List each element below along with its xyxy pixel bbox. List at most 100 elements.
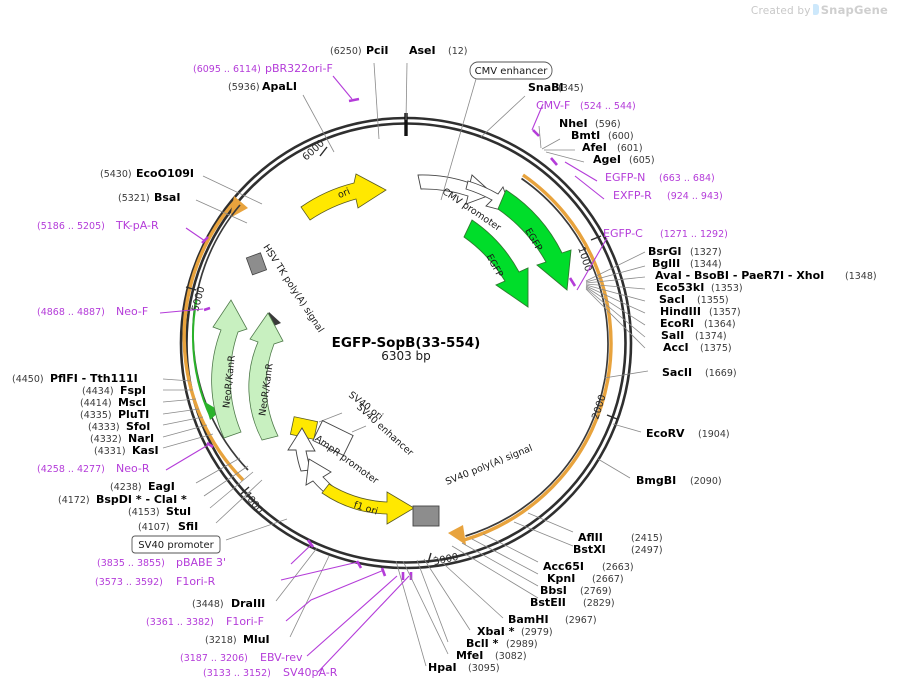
enzyme-label-eco53ki[interactable]: Eco53kI (1353) (656, 281, 743, 294)
enzyme-pos: (5321) (118, 193, 150, 204)
boxed-label-cmv-enhancer: CMV enhancer (469, 61, 553, 80)
enzyme-pos: (6250) (330, 46, 362, 57)
enzyme-label-pflfi-tth111i[interactable]: (4450) PflFI - Tth111I (12, 372, 138, 385)
enzyme-label-ecoo109i[interactable]: (5430) EcoO109I (100, 167, 194, 180)
enzyme-pos: (2667) (592, 574, 624, 585)
enzyme-label-bmgbi[interactable]: BmgBI (2090) (636, 474, 722, 487)
enzyme-label-afei[interactable]: AfeI (601) (582, 141, 643, 154)
enzyme-label-bstei[interactable]: BstEII (2829) (530, 596, 615, 609)
enzyme-label-pcii[interactable]: (6250) PciI (330, 44, 388, 57)
enzyme-name: AfeI (582, 141, 607, 154)
enzyme-name: AccI (663, 341, 689, 354)
feature-ori: ori (300, 173, 387, 221)
enzyme-label-nari[interactable]: (4332) NarI (90, 432, 154, 445)
enzyme-label-eagi[interactable]: (4238) EagI (110, 480, 175, 493)
enzyme-label-acci[interactable]: AccI (1375) (663, 341, 732, 354)
enzyme-label-agei[interactable]: AgeI (605) (593, 153, 655, 166)
primer-label-neo-f[interactable]: (4868 .. 4887) Neo-F (37, 305, 148, 318)
primer-label-tk-pa-r[interactable]: (5186 .. 5205) TK-pA-R (37, 219, 159, 232)
primer-label-egfp-n[interactable]: EGFP-N (663 .. 684) (605, 171, 715, 184)
enzyme-name: BamHI (508, 613, 549, 626)
enzyme-label-kpni[interactable]: KpnI (2667) (547, 572, 624, 585)
enzyme-label-avai-bsobi-paer7i-xhoi[interactable]: AvaI - BsoBI - PaeR7I - XhoI (1348) (655, 269, 877, 282)
primer-name: TK-pA-R (115, 219, 159, 232)
primer-label-pbabe-3[interactable]: (3835 .. 3855) pBABE 3' (97, 556, 226, 569)
primer-label-neo-r[interactable]: (4258 .. 4277) Neo-R (37, 462, 150, 475)
enzyme-label-mlui[interactable]: (3218) MluI (205, 633, 270, 646)
primer-range: (3835 .. 3855) (97, 558, 165, 569)
enzyme-label-sfii[interactable]: (4107) SfiI (138, 520, 198, 533)
enzyme-pos: (5430) (100, 169, 132, 180)
enzyme-pos: (4450) (12, 374, 44, 385)
enzyme-label-ecori[interactable]: EcoRI (1364) (660, 317, 736, 330)
enzyme-label-bsai[interactable]: (5321) BsaI (118, 191, 180, 204)
enzyme-label-saci[interactable]: SacI (1355) (659, 293, 729, 306)
primer-label-sv40pa-r[interactable]: (3133 .. 3152) SV40pA-R (203, 666, 338, 679)
enzyme-label-fspi[interactable]: (4434) FspI (82, 384, 146, 397)
enzyme-label-stui[interactable]: (4153) StuI (128, 505, 191, 518)
enzyme-pos: (2769) (580, 586, 612, 597)
leader-lines-enzymes (162, 62, 649, 667)
enzyme-label-kasi[interactable]: (4331) KasI (94, 444, 159, 457)
primer-range: (3361 .. 3382) (146, 617, 214, 628)
enzyme-label-acc65i[interactable]: Acc65I (2663) (543, 560, 634, 573)
enzyme-label-bmti[interactable]: BmtI (600) (571, 129, 634, 142)
enzyme-name: MfeI (456, 649, 483, 662)
primer-name: CMV-F (536, 99, 570, 112)
enzyme-label-aflii[interactable]: AflII (2415) (578, 531, 663, 544)
enzyme-label-bstxi[interactable]: BstXI (2497) (573, 543, 663, 556)
enzyme-label-bamhi[interactable]: BamHI (2967) (508, 613, 597, 626)
enzyme-name: PluTI (118, 408, 149, 421)
primer-name: EXFP-R (613, 189, 652, 202)
primer-label-cmv-f[interactable]: CMV-F (524 .. 544) (536, 99, 636, 112)
enzyme-name: BbsI (540, 584, 567, 597)
enzyme-label-sacii[interactable]: SacII (1669) (662, 366, 737, 379)
enzyme-label-hpai[interactable]: HpaI (3095) (428, 661, 500, 674)
enzyme-pos: (605) (629, 155, 655, 166)
ruler-tick-2000: 2000 (590, 393, 618, 421)
enzyme-label-bspdi-clai[interactable]: (4172) BspDI * - ClaI * (58, 493, 187, 506)
enzyme-label-draiii[interactable]: (3448) DraIII (192, 597, 265, 610)
enzyme-pos: (3095) (468, 663, 500, 674)
enzyme-pos: (4331) (94, 446, 126, 457)
feature-hsv-tk-polya: HSV TK poly(A) signal (245, 242, 326, 335)
enzyme-name: Acc65I (543, 560, 584, 573)
enzyme-label-bbsi[interactable]: BbsI (2769) (540, 584, 612, 597)
primer-label-pbr322ori-f[interactable]: (6095 .. 6114) pBR322ori-F (193, 62, 333, 75)
enzyme-pos: (4434) (82, 386, 114, 397)
svg-text:4000: 4000 (241, 489, 265, 516)
enzyme-label-bsrgi[interactable]: BsrGI (1327) (648, 245, 722, 258)
primer-label-f1ori-r[interactable]: (3573 .. 3592) F1ori-R (95, 575, 216, 588)
enzyme-label-bcli[interactable]: BclI * (2989) (466, 637, 538, 650)
primer-label-ebv-rev[interactable]: (3187 .. 3206) EBV-rev (180, 651, 303, 664)
plasmid-length: 6303 bp (381, 349, 431, 363)
enzyme-label-sfoi[interactable]: (4333) SfoI (88, 420, 150, 433)
primer-name: EBV-rev (260, 651, 303, 664)
enzyme-label-nhei[interactable]: NheI (596) (559, 117, 621, 130)
enzyme-pos: (1375) (700, 343, 732, 354)
enzyme-label-apali[interactable]: (5936) ApaLI (228, 80, 297, 93)
primer-labels: (6095 .. 6114) pBR322ori-F CMV-F (524 ..… (37, 62, 728, 679)
primer-label-f1ori-f[interactable]: (3361 .. 3382) F1ori-F (146, 615, 264, 628)
enzyme-label-sali[interactable]: SalI (1374) (661, 329, 727, 342)
enzyme-label-mfei[interactable]: MfeI (3082) (456, 649, 527, 662)
primer-label-exfp-r[interactable]: EXFP-R (924 .. 943) (613, 189, 723, 202)
enzyme-name: AvaI - BsoBI - PaeR7I - XhoI (655, 269, 824, 282)
enzyme-label-asei[interactable]: AseI (12) (409, 44, 468, 57)
enzyme-pos: (2967) (565, 615, 597, 626)
enzyme-label-msci[interactable]: (4414) MscI (80, 396, 146, 409)
enzyme-pos: (1344) (690, 259, 722, 270)
enzyme-label-pluti[interactable]: (4335) PluTI (80, 408, 149, 421)
feature-neor-kanr-2: NeoR/KanR (248, 312, 284, 441)
enzyme-label-bglii[interactable]: BglII (1344) (652, 257, 722, 270)
primer-range: (6095 .. 6114) (193, 64, 261, 75)
enzyme-label-snabi[interactable]: SnaBI (345) (528, 81, 584, 94)
enzyme-label-ecorv[interactable]: EcoRV (1904) (646, 427, 730, 440)
enzyme-label-hindiii[interactable]: HindIII (1357) (660, 305, 741, 318)
primer-name: EGFP-C (603, 227, 643, 240)
enzyme-label-xbai[interactable]: XbaI * (2979) (477, 625, 553, 638)
enzyme-name: PflFI - Tth111I (50, 372, 138, 385)
enzyme-pos: (5936) (228, 82, 260, 93)
primer-label-egfp-c[interactable]: EGFP-C (1271 .. 1292) (603, 227, 728, 240)
